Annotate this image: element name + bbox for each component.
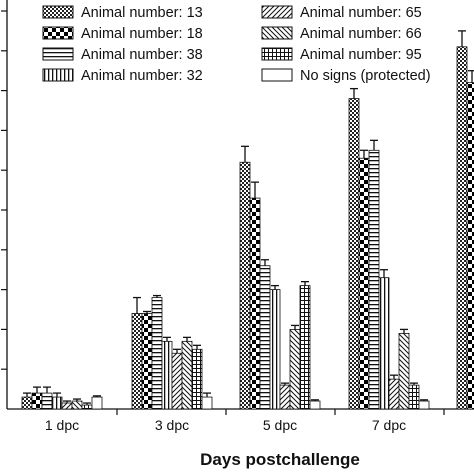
bar	[368, 149, 380, 410]
legend-swatch	[42, 68, 74, 82]
legend-label: Animal number: 65	[300, 5, 422, 21]
legend-swatch	[42, 26, 74, 40]
bar	[466, 82, 474, 410]
x-axis-label: Days postchallenge	[200, 450, 360, 469]
bar	[289, 328, 301, 410]
x-tick-label-7-dpc: 7 dpc	[372, 417, 406, 433]
legend-label: Animal number: 18	[81, 26, 203, 42]
legend-item-animal-number-95: Animal number: 95	[261, 47, 422, 63]
legend-swatch	[261, 47, 293, 61]
bar	[191, 348, 203, 410]
legend-item-no-signs-protected: No signs (protected)	[261, 68, 431, 84]
series-animal-number-95	[81, 280, 420, 410]
bar-series	[21, 30, 474, 410]
bar	[299, 285, 311, 410]
bar	[131, 313, 143, 410]
bar	[151, 297, 163, 410]
bar	[398, 332, 410, 410]
legend-swatch	[42, 47, 74, 61]
bar	[408, 384, 420, 410]
bar	[388, 378, 400, 410]
bar	[71, 400, 83, 410]
legend-swatch	[42, 5, 74, 19]
bar	[418, 400, 430, 410]
bar	[269, 289, 281, 410]
bar	[201, 396, 213, 410]
bar	[141, 313, 153, 410]
bar	[456, 46, 468, 410]
bar	[81, 404, 93, 410]
bar	[161, 340, 173, 410]
legend-item-animal-number-18: Animal number: 18	[42, 26, 203, 42]
x-tick-label-1-dpc: 1 dpc	[45, 417, 79, 433]
series-animal-number-65	[61, 348, 400, 410]
bar	[249, 197, 261, 410]
legend-item-animal-number-66: Animal number: 66	[261, 26, 422, 42]
bar	[61, 402, 73, 410]
bar	[358, 157, 370, 410]
legend-item-animal-number-65: Animal number: 65	[261, 5, 422, 21]
legend-label: Animal number: 13	[81, 5, 203, 21]
legend-item-animal-number-13: Animal number: 13	[42, 5, 203, 21]
x-tick-label-3-dpc: 3 dpc	[155, 417, 189, 433]
bar	[51, 396, 63, 410]
legend-label: Animal number: 38	[81, 47, 203, 63]
bar	[171, 352, 183, 410]
x-tick-label-5-dpc: 5 dpc	[263, 417, 297, 433]
bar	[259, 265, 271, 410]
legend-swatch	[261, 26, 293, 40]
legend-swatch	[261, 68, 293, 82]
bar	[279, 384, 291, 410]
legend-label: No signs (protected)	[300, 68, 431, 84]
bar	[239, 161, 251, 410]
bar	[91, 396, 103, 410]
bar	[181, 340, 193, 410]
bar	[41, 392, 53, 410]
series-no-signs-protected	[91, 392, 430, 410]
bar	[31, 392, 43, 410]
bar	[378, 277, 390, 410]
legend-label: Animal number: 32	[81, 68, 203, 84]
y-axis-ticks	[1, 10, 7, 370]
legend-item-animal-number-38: Animal number: 38	[42, 47, 203, 63]
legend-label: Animal number: 66	[300, 26, 422, 42]
bar	[21, 396, 33, 410]
legend-label: Animal number: 95	[300, 47, 422, 63]
legend-item-animal-number-32: Animal number: 32	[42, 68, 203, 84]
legend: Animal number: 13 Animal number: 18 Animal…	[42, 5, 431, 84]
legend-swatch	[261, 5, 293, 19]
series-animal-number-13	[21, 30, 468, 410]
bar	[348, 98, 360, 410]
bar	[309, 400, 321, 410]
